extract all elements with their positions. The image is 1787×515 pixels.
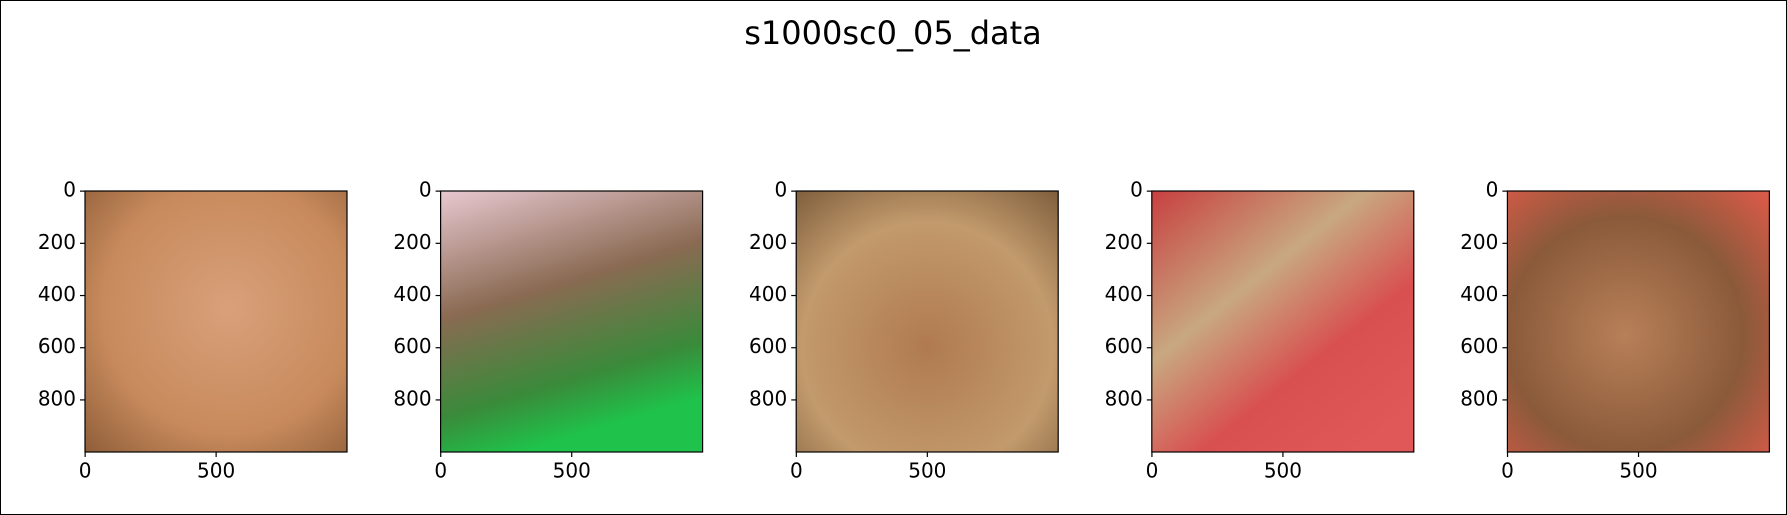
y-tick-label: 0	[1130, 178, 1143, 202]
y-tick-label: 0	[774, 178, 787, 202]
x-tick-label: 0	[1501, 459, 1514, 483]
image	[1151, 191, 1414, 452]
y-tick-label: 600	[1105, 334, 1143, 358]
x-tick-label: 500	[197, 459, 235, 483]
y-tick-label: 200	[749, 230, 787, 254]
figure-title: s1000sc0_05_data	[744, 14, 1042, 52]
x-tick-label: 0	[1146, 459, 1159, 483]
x-tick-label: 500	[1619, 459, 1657, 483]
y-tick-label: 600	[38, 334, 76, 358]
x-tick-label: 500	[1264, 459, 1302, 483]
y-tick-label: 0	[419, 178, 432, 202]
y-tick-label: 200	[393, 230, 431, 254]
y-tick-label: 400	[38, 282, 76, 306]
image	[1507, 191, 1770, 452]
x-tick-label: 0	[79, 459, 92, 483]
y-tick-label: 600	[1460, 334, 1498, 358]
y-tick-label: 800	[1460, 386, 1498, 410]
y-tick-label: 800	[749, 386, 787, 410]
x-tick-label: 0	[434, 459, 447, 483]
y-tick-label: 200	[1460, 230, 1498, 254]
y-tick-label: 400	[749, 282, 787, 306]
image	[796, 191, 1059, 452]
x-tick-label: 500	[553, 459, 591, 483]
y-tick-label: 800	[393, 386, 431, 410]
y-tick-label: 400	[1105, 282, 1143, 306]
y-tick-label: 200	[38, 230, 76, 254]
image	[440, 191, 703, 452]
x-tick-label: 0	[790, 459, 803, 483]
y-tick-label: 400	[1460, 282, 1498, 306]
y-tick-label: 600	[393, 334, 431, 358]
y-tick-label: 800	[38, 386, 76, 410]
y-tick-label: 0	[1486, 178, 1499, 202]
y-tick-label: 0	[63, 178, 76, 202]
y-tick-label: 600	[749, 334, 787, 358]
y-tick-label: 400	[393, 282, 431, 306]
x-tick-label: 500	[908, 459, 946, 483]
y-tick-label: 800	[1105, 386, 1143, 410]
image	[85, 191, 347, 452]
y-tick-label: 200	[1105, 230, 1143, 254]
